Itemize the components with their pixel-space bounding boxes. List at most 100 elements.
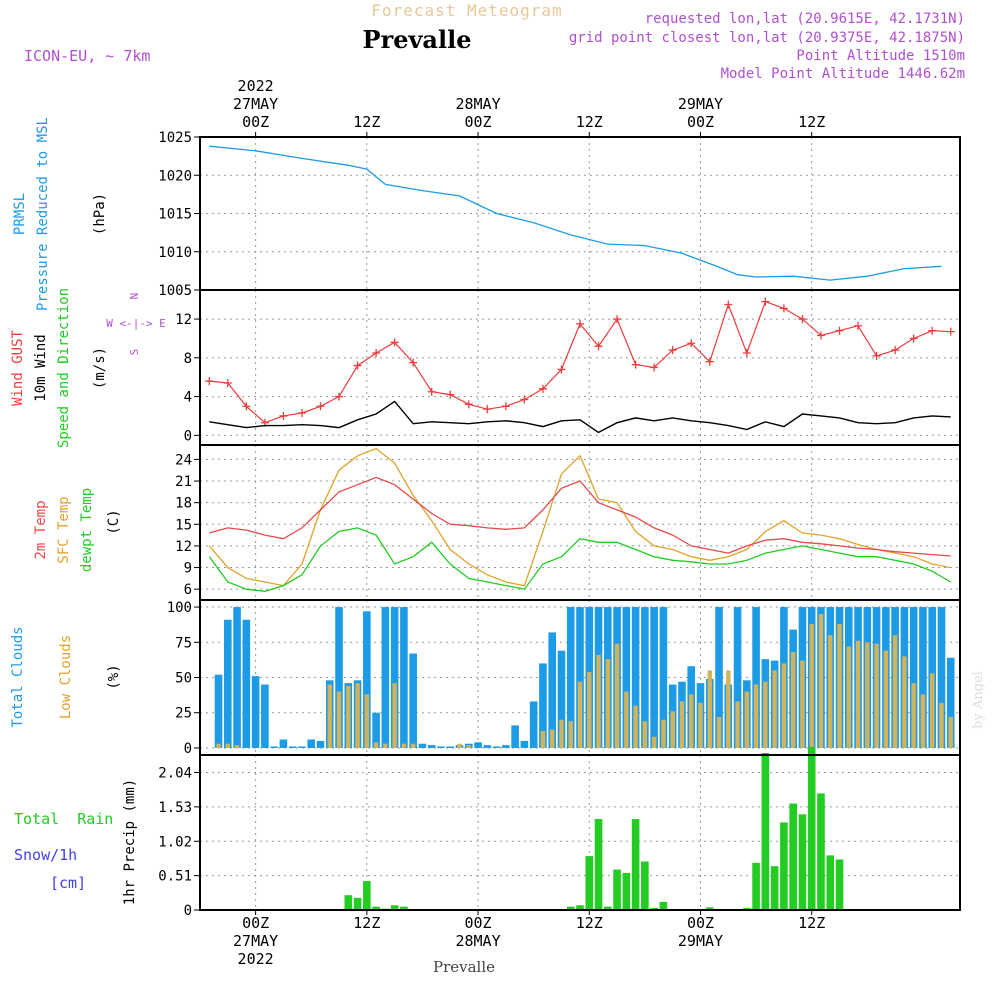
panel-frame: [199, 444, 961, 601]
temp-label-1: 2m Temp: [33, 500, 49, 559]
total-cloud-bar: [251, 676, 260, 748]
precip-bar: [770, 866, 779, 910]
low-cloud-bar: [568, 721, 573, 748]
total-cloud-bar: [622, 607, 631, 748]
precip-bar: [604, 906, 612, 910]
compass-n: N: [128, 293, 141, 300]
plot-layer: 1005 1010 1015 1020 1025 0 4 8 12 6 9 12 15 18 21 24 0 25…: [158, 77, 961, 968]
precip-bar: [817, 793, 825, 910]
total-cloud-bar: [224, 619, 232, 748]
gust-point: [242, 402, 251, 411]
total-cloud-bar: [233, 607, 241, 748]
low-cloud-bar: [698, 702, 703, 748]
total-cloud-bar: [279, 739, 288, 748]
gust-point: [576, 319, 584, 328]
tick-label-x-top: 28MAY: [455, 95, 500, 113]
precip-label-3: [cm]: [50, 874, 86, 892]
gust-point: [557, 365, 566, 374]
low-cloud-bar: [216, 743, 221, 748]
pressure-label-2: Pressure Reduced to MSL: [35, 117, 51, 311]
tick-label-x-bottom: 27MAY: [233, 932, 278, 950]
low-cloud-bar: [587, 671, 592, 748]
low-cloud-bar: [865, 642, 870, 748]
pressure-unit: (hPa): [92, 193, 108, 235]
low-cloud-bar: [624, 691, 629, 748]
panel-frame: [199, 289, 961, 446]
low-cloud-bar: [540, 731, 546, 748]
tick-label-y: 0.51: [158, 869, 192, 885]
total-cloud-bar: [437, 746, 445, 748]
low-cloud-bar: [753, 684, 759, 748]
low-cloud-bar: [874, 643, 879, 748]
total-cloud-bar: [261, 684, 269, 748]
gust-point: [946, 327, 955, 336]
gust-point: [501, 402, 510, 411]
gust-point: [687, 339, 696, 348]
sfc-temp-line: [208, 447, 951, 587]
low-cloud-bar: [707, 670, 712, 748]
tick-label-x-bottom: 2022: [238, 950, 274, 968]
precip-bar: [650, 907, 658, 910]
gust-point: [409, 358, 418, 367]
wind-label-1: Wind GUST: [10, 330, 26, 406]
precip-bar: [576, 905, 584, 910]
total-cloud-bar: [511, 725, 519, 748]
gust-point: [872, 351, 881, 360]
total-cloud-bar: [752, 607, 760, 748]
precip-bar: [566, 906, 575, 910]
compass-we: W <-|-> E: [106, 317, 166, 330]
info-line-4: Model Point Altitude 1446.62m: [721, 66, 965, 82]
low-cloud-bar: [466, 745, 471, 748]
low-cloud-bar: [410, 743, 416, 748]
total-cloud-bar: [919, 607, 927, 748]
total-cloud-bar: [372, 712, 380, 748]
precip-label-1: Total Rain: [14, 810, 113, 828]
tick-label-y: 1.02: [158, 834, 192, 850]
tick-label-y: 25: [175, 706, 192, 722]
gust-point: [928, 326, 937, 335]
tick-label-y: 50: [175, 671, 192, 687]
low-cloud-bar: [670, 711, 675, 748]
low-cloud-bar: [679, 701, 685, 748]
gust-point: [316, 402, 325, 411]
tick-label-y: 9: [184, 561, 192, 577]
wind-unit: (m/s): [92, 347, 108, 389]
tick-label-y: 6: [184, 582, 192, 598]
total-cloud-bar: [557, 650, 566, 748]
tick-label-y: 0: [184, 741, 192, 757]
tick-label-y: 1.53: [158, 800, 192, 816]
precip-bar: [659, 901, 668, 910]
total-cloud-bar: [641, 607, 649, 748]
clouds-label-2: Low Clouds: [58, 635, 74, 719]
chart-title: Prevalle: [363, 25, 472, 54]
low-cloud-bar: [726, 670, 731, 748]
low-cloud-bar: [948, 716, 953, 748]
low-cloud-bar: [614, 643, 620, 748]
total-cloud-bar: [242, 619, 251, 748]
temp-label-3: dewpt Temp: [79, 488, 95, 572]
low-cloud-bar: [763, 681, 768, 748]
low-cloud-bar: [800, 660, 805, 748]
low-cloud-bar: [883, 650, 889, 748]
gust-point: [446, 390, 455, 399]
low-cloud-bar: [577, 681, 583, 748]
wind-speed-line: [209, 400, 951, 434]
low-cloud-bar: [818, 614, 824, 748]
precip-label-2: Snow/1h: [14, 846, 77, 864]
clouds-unit: (%): [106, 664, 122, 689]
tick-label-y: 75: [175, 635, 192, 651]
low-cloud-bar: [929, 673, 935, 748]
tick-label-y: 1025: [158, 130, 192, 146]
low-cloud-bar: [661, 719, 666, 748]
precip-bar: [631, 819, 640, 910]
gust-point: [520, 395, 529, 404]
total-cloud-bar: [400, 607, 408, 748]
gust-point: [427, 387, 436, 396]
temp-unit: (C): [106, 509, 122, 534]
total-cloud-bar: [335, 607, 343, 748]
precip-bar: [390, 905, 399, 910]
tick-label-y: 8: [184, 351, 192, 367]
total-cloud-bar: [715, 607, 723, 748]
low-cloud-bar: [790, 652, 796, 748]
